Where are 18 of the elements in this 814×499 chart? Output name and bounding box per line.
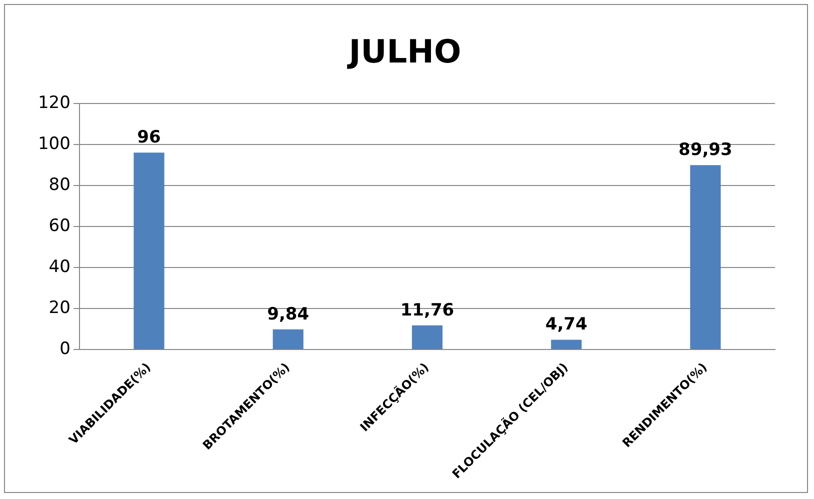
y-tick-label: 40 bbox=[48, 256, 70, 277]
y-tick-label: 100 bbox=[38, 134, 70, 154]
y-tick-label: 120 bbox=[38, 92, 70, 113]
y-tick-label: 0 bbox=[60, 338, 70, 359]
data-label: 96 bbox=[137, 128, 161, 148]
bar bbox=[272, 329, 304, 350]
y-tick-label: 60 bbox=[48, 216, 70, 236]
bar bbox=[551, 340, 582, 350]
bar bbox=[134, 152, 164, 350]
y-tick-label: 80 bbox=[48, 174, 70, 195]
y-tick-label: 20 bbox=[48, 298, 70, 318]
bar bbox=[412, 325, 443, 350]
chart-title: JULHO bbox=[346, 32, 462, 71]
bar bbox=[690, 165, 721, 350]
data-label: 11,76 bbox=[400, 300, 454, 320]
data-label: 89,93 bbox=[678, 140, 732, 160]
data-label: 9,84 bbox=[267, 304, 310, 324]
data-label: 4,74 bbox=[545, 314, 588, 335]
